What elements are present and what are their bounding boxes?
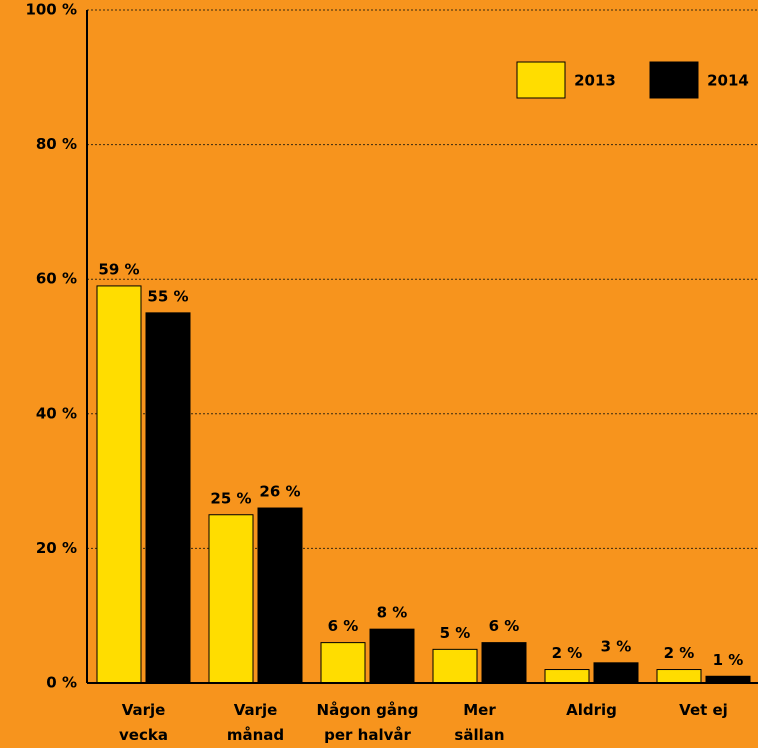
x-tick-label: Varje månad <box>227 701 284 744</box>
y-tick-label: 60 % <box>36 270 77 288</box>
x-tick-label: Vet ej <box>679 701 728 719</box>
value-label: 8 % <box>377 604 408 622</box>
y-tick-label: 40 % <box>36 404 77 422</box>
legend-label: 2013 <box>574 72 616 90</box>
y-tick-label: 80 % <box>36 135 77 153</box>
x-tick-label: Aldrig <box>566 701 617 719</box>
y-tick-label: 0 % <box>46 674 77 692</box>
x-tick-line: Vet ej <box>679 701 728 719</box>
bar <box>544 669 590 684</box>
bar <box>208 514 254 684</box>
bar <box>257 507 303 684</box>
legend-swatch <box>649 61 699 99</box>
bar <box>593 662 639 684</box>
value-label: 25 % <box>210 489 251 507</box>
bar <box>145 312 191 684</box>
legend-label: 2014 <box>707 72 749 90</box>
value-label: 6 % <box>489 617 520 635</box>
x-tick-label: Varje vecka <box>119 701 168 744</box>
y-tick-label: 100 % <box>25 1 77 19</box>
value-label: 1 % <box>713 651 744 669</box>
value-label: 2 % <box>552 644 583 662</box>
x-tick-line: sällan <box>454 726 504 744</box>
x-tick-label: Mer sällan <box>454 701 504 744</box>
value-label: 55 % <box>147 287 188 305</box>
bar <box>705 675 751 684</box>
value-label: 59 % <box>98 260 139 278</box>
x-tick-line: Aldrig <box>566 701 617 719</box>
x-tick-line: per halvår <box>324 726 411 744</box>
bar <box>656 669 702 684</box>
bar <box>432 648 478 684</box>
x-tick-label: Någon gång per halvår <box>317 701 419 744</box>
x-tick-line: Mer <box>463 701 496 719</box>
x-tick-line: Någon gång <box>317 701 419 719</box>
value-label: 5 % <box>440 624 471 642</box>
x-tick-line: månad <box>227 726 284 744</box>
x-tick-line: Varje <box>122 701 166 719</box>
bar <box>481 642 527 684</box>
value-label: 2 % <box>664 644 695 662</box>
value-label: 3 % <box>601 637 632 655</box>
legend-swatch <box>516 61 566 99</box>
y-tick-label: 20 % <box>36 539 77 557</box>
value-label: 26 % <box>259 483 300 501</box>
x-tick-line: Varje <box>234 701 278 719</box>
bar <box>320 642 366 684</box>
x-tick-line: vecka <box>119 726 168 744</box>
value-label: 6 % <box>328 617 359 635</box>
bar <box>369 628 415 684</box>
bar <box>96 285 142 684</box>
